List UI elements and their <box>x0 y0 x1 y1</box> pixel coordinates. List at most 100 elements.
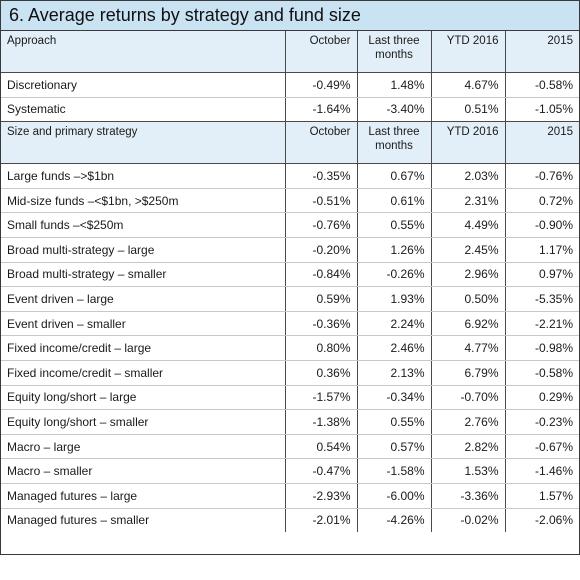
table-row: Systematic -1.64% -3.40% 0.51% -1.05% <box>1 97 579 123</box>
table-row: Macro – large 0.54% 0.57% 2.82% -0.67% <box>1 434 579 460</box>
cell-value: -2.21% <box>505 311 579 337</box>
row-label: Fixed income/credit – smaller <box>1 360 286 386</box>
table-row: Event driven – smaller -0.36% 2.24% 6.92% -2… <box>1 311 579 337</box>
cell-value: -1.46% <box>505 458 579 484</box>
table-row: Fixed income/credit – large 0.80% 2.46% 4.7… <box>1 335 579 361</box>
table-title: 6. Average returns by strategy and fund … <box>1 1 579 31</box>
cell-value: 4.49% <box>431 212 506 238</box>
table-row: Equity long/short – smaller -1.38% 0.55% 2.… <box>1 409 579 435</box>
cell-value: -0.35% <box>285 163 358 189</box>
column-header: YTD 2016 <box>431 31 506 73</box>
cell-value: 2.31% <box>431 188 506 214</box>
table-header-row: Size and primary strategy October Last thr… <box>1 121 579 165</box>
row-label: Systematic <box>1 97 286 123</box>
cell-value: 0.55% <box>357 409 432 435</box>
row-label: Large funds –>$1bn <box>1 163 286 189</box>
cell-value: 0.36% <box>285 360 358 386</box>
cell-value: 1.17% <box>505 237 579 263</box>
returns-table-panel: 6. Average returns by strategy and fund … <box>0 0 580 555</box>
cell-value: 0.54% <box>285 434 358 460</box>
row-label: Managed futures – large <box>1 483 286 509</box>
cell-value: -0.34% <box>357 385 432 411</box>
cell-value: -0.84% <box>285 262 358 288</box>
column-header: Last three months <box>357 121 432 165</box>
cell-value: -3.40% <box>357 97 432 123</box>
cell-value: -0.90% <box>505 212 579 238</box>
table-row: Equity long/short – large -1.57% -0.34% -0.… <box>1 385 579 411</box>
cell-value: -0.47% <box>285 458 358 484</box>
cell-value: 0.59% <box>285 286 358 312</box>
cell-value: -1.64% <box>285 97 358 123</box>
row-label: Fixed income/credit – large <box>1 335 286 361</box>
cell-value: -0.98% <box>505 335 579 361</box>
cell-value: -0.76% <box>285 212 358 238</box>
column-header: 2015 <box>505 31 579 73</box>
table-row: Macro – smaller -0.47% -1.58% 1.53% -1.46% <box>1 458 579 484</box>
cell-value: 4.77% <box>431 335 506 361</box>
cell-value: 0.67% <box>357 163 432 189</box>
cell-value: -0.49% <box>285 72 358 98</box>
cell-value: 1.53% <box>431 458 506 484</box>
cell-value: 0.61% <box>357 188 432 214</box>
cell-value: -5.35% <box>505 286 579 312</box>
cell-value: -0.58% <box>505 360 579 386</box>
cell-value: -1.57% <box>285 385 358 411</box>
table-row: Broad multi-strategy – smaller -0.84% -0.2… <box>1 262 579 288</box>
table-row: Small funds –<$250m -0.76% 0.55% 4.49% -0.90… <box>1 212 579 238</box>
cell-value: 0.29% <box>505 385 579 411</box>
row-label: Broad multi-strategy – smaller <box>1 262 286 288</box>
table-header-row: Approach October Last three months YTD 2016… <box>1 31 579 73</box>
column-header: Size and primary strategy <box>1 121 286 165</box>
cell-value: 2.76% <box>431 409 506 435</box>
row-label: Small funds –<$250m <box>1 212 286 238</box>
cell-value: 2.13% <box>357 360 432 386</box>
table-row: Fixed income/credit – smaller 0.36% 2.13% 6… <box>1 360 579 386</box>
column-header: YTD 2016 <box>431 121 506 165</box>
row-label: Broad multi-strategy – large <box>1 237 286 263</box>
cell-value: 0.50% <box>431 286 506 312</box>
row-label: Macro – large <box>1 434 286 460</box>
table-row: Broad multi-strategy – large -0.20% 1.26% 2… <box>1 237 579 263</box>
cell-value: -0.26% <box>357 262 432 288</box>
cell-value: 0.57% <box>357 434 432 460</box>
cell-value: -1.05% <box>505 97 579 123</box>
column-header: Approach <box>1 31 286 73</box>
cell-value: 0.80% <box>285 335 358 361</box>
column-header: October <box>285 121 358 165</box>
table-row: Discretionary -0.49% 1.48% 4.67% -0.58% <box>1 72 579 98</box>
cell-value: -0.58% <box>505 72 579 98</box>
cell-value: 6.92% <box>431 311 506 337</box>
cell-value: -2.01% <box>285 508 358 533</box>
cell-value: 0.55% <box>357 212 432 238</box>
cell-value: 1.93% <box>357 286 432 312</box>
column-header: 2015 <box>505 121 579 165</box>
cell-value: 6.79% <box>431 360 506 386</box>
cell-value: -0.36% <box>285 311 358 337</box>
column-header: Last three months <box>357 31 432 73</box>
cell-value: -0.67% <box>505 434 579 460</box>
cell-value: 1.48% <box>357 72 432 98</box>
cell-value: 2.82% <box>431 434 506 460</box>
cell-value: 1.26% <box>357 237 432 263</box>
row-label: Equity long/short – smaller <box>1 409 286 435</box>
row-label: Event driven – large <box>1 286 286 312</box>
cell-value: -1.58% <box>357 458 432 484</box>
cell-value: -2.93% <box>285 483 358 509</box>
cell-value: 2.03% <box>431 163 506 189</box>
table-row: Managed futures – large -2.93% -6.00% -3.36… <box>1 483 579 509</box>
row-label: Mid-size funds –<$1bn, >$250m <box>1 188 286 214</box>
cell-value: 1.57% <box>505 483 579 509</box>
cell-value: -0.23% <box>505 409 579 435</box>
cell-value: -0.02% <box>431 508 506 533</box>
cell-value: 0.97% <box>505 262 579 288</box>
column-header: October <box>285 31 358 73</box>
table-row: Large funds –>$1bn -0.35% 0.67% 2.03% -0.76% <box>1 163 579 189</box>
cell-value: -2.06% <box>534 513 573 528</box>
cell-value: 2.24% <box>357 311 432 337</box>
cell-value: -0.70% <box>431 385 506 411</box>
row-label: Managed futures – smaller <box>1 508 286 533</box>
cell-value: 2.96% <box>431 262 506 288</box>
cell-value: -0.76% <box>505 163 579 189</box>
table-row: Managed futures – smaller -2.01% -4.26% -0.… <box>1 508 579 533</box>
cell-value: -3.36% <box>431 483 506 509</box>
